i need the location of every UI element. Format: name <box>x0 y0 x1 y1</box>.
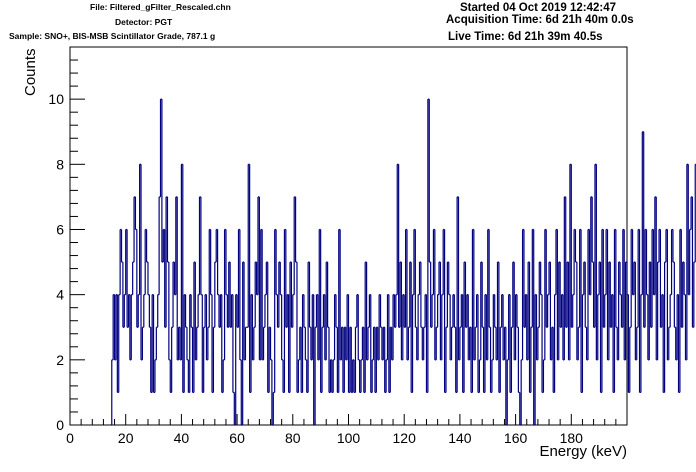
histogram-series <box>110 98 696 426</box>
y-tick-label: 10 <box>48 91 64 107</box>
y-tick-label: 0 <box>56 417 64 433</box>
x-tick-label: 60 <box>229 430 245 446</box>
x-axis-title: Energy (keV) <box>539 443 627 460</box>
detector-label: Detector: PGT <box>115 17 173 27</box>
x-tick-label: 80 <box>285 430 301 446</box>
file-label: File: Filtered_gFilter_Rescaled.chn <box>90 2 231 12</box>
live-time-label: Live Time: 6d 21h 39m 40.5s <box>448 31 603 43</box>
y-axis-ticks: 0 2 4 6 8 10 <box>48 46 85 433</box>
x-tick-label: 120 <box>393 430 417 446</box>
x-tick-label: 20 <box>118 430 134 446</box>
x-tick-label: 0 <box>66 430 74 446</box>
acquisition-time-label: Acquisition Time: 6d 21h 40m 0.0s <box>446 14 634 26</box>
y-tick-label: 8 <box>56 156 64 172</box>
x-tick-label: 100 <box>337 430 361 446</box>
y-axis-title: Counts <box>22 48 39 96</box>
x-axis-ticks: 0 20 40 60 80 100 120 140 160 180 <box>66 414 617 446</box>
x-tick-label: 140 <box>448 430 472 446</box>
y-tick-label: 6 <box>56 221 64 237</box>
y-tick-label: 4 <box>56 287 64 303</box>
sample-label: Sample: SNO+, BIS-MSB Scintillator Grade… <box>9 31 216 41</box>
started-label: Started 04 Oct 2019 12:42:47 <box>460 2 616 14</box>
y-tick-label: 2 <box>56 352 64 368</box>
x-tick-label: 40 <box>174 430 190 446</box>
x-tick-label: 180 <box>560 430 584 446</box>
x-tick-label: 160 <box>504 430 528 446</box>
